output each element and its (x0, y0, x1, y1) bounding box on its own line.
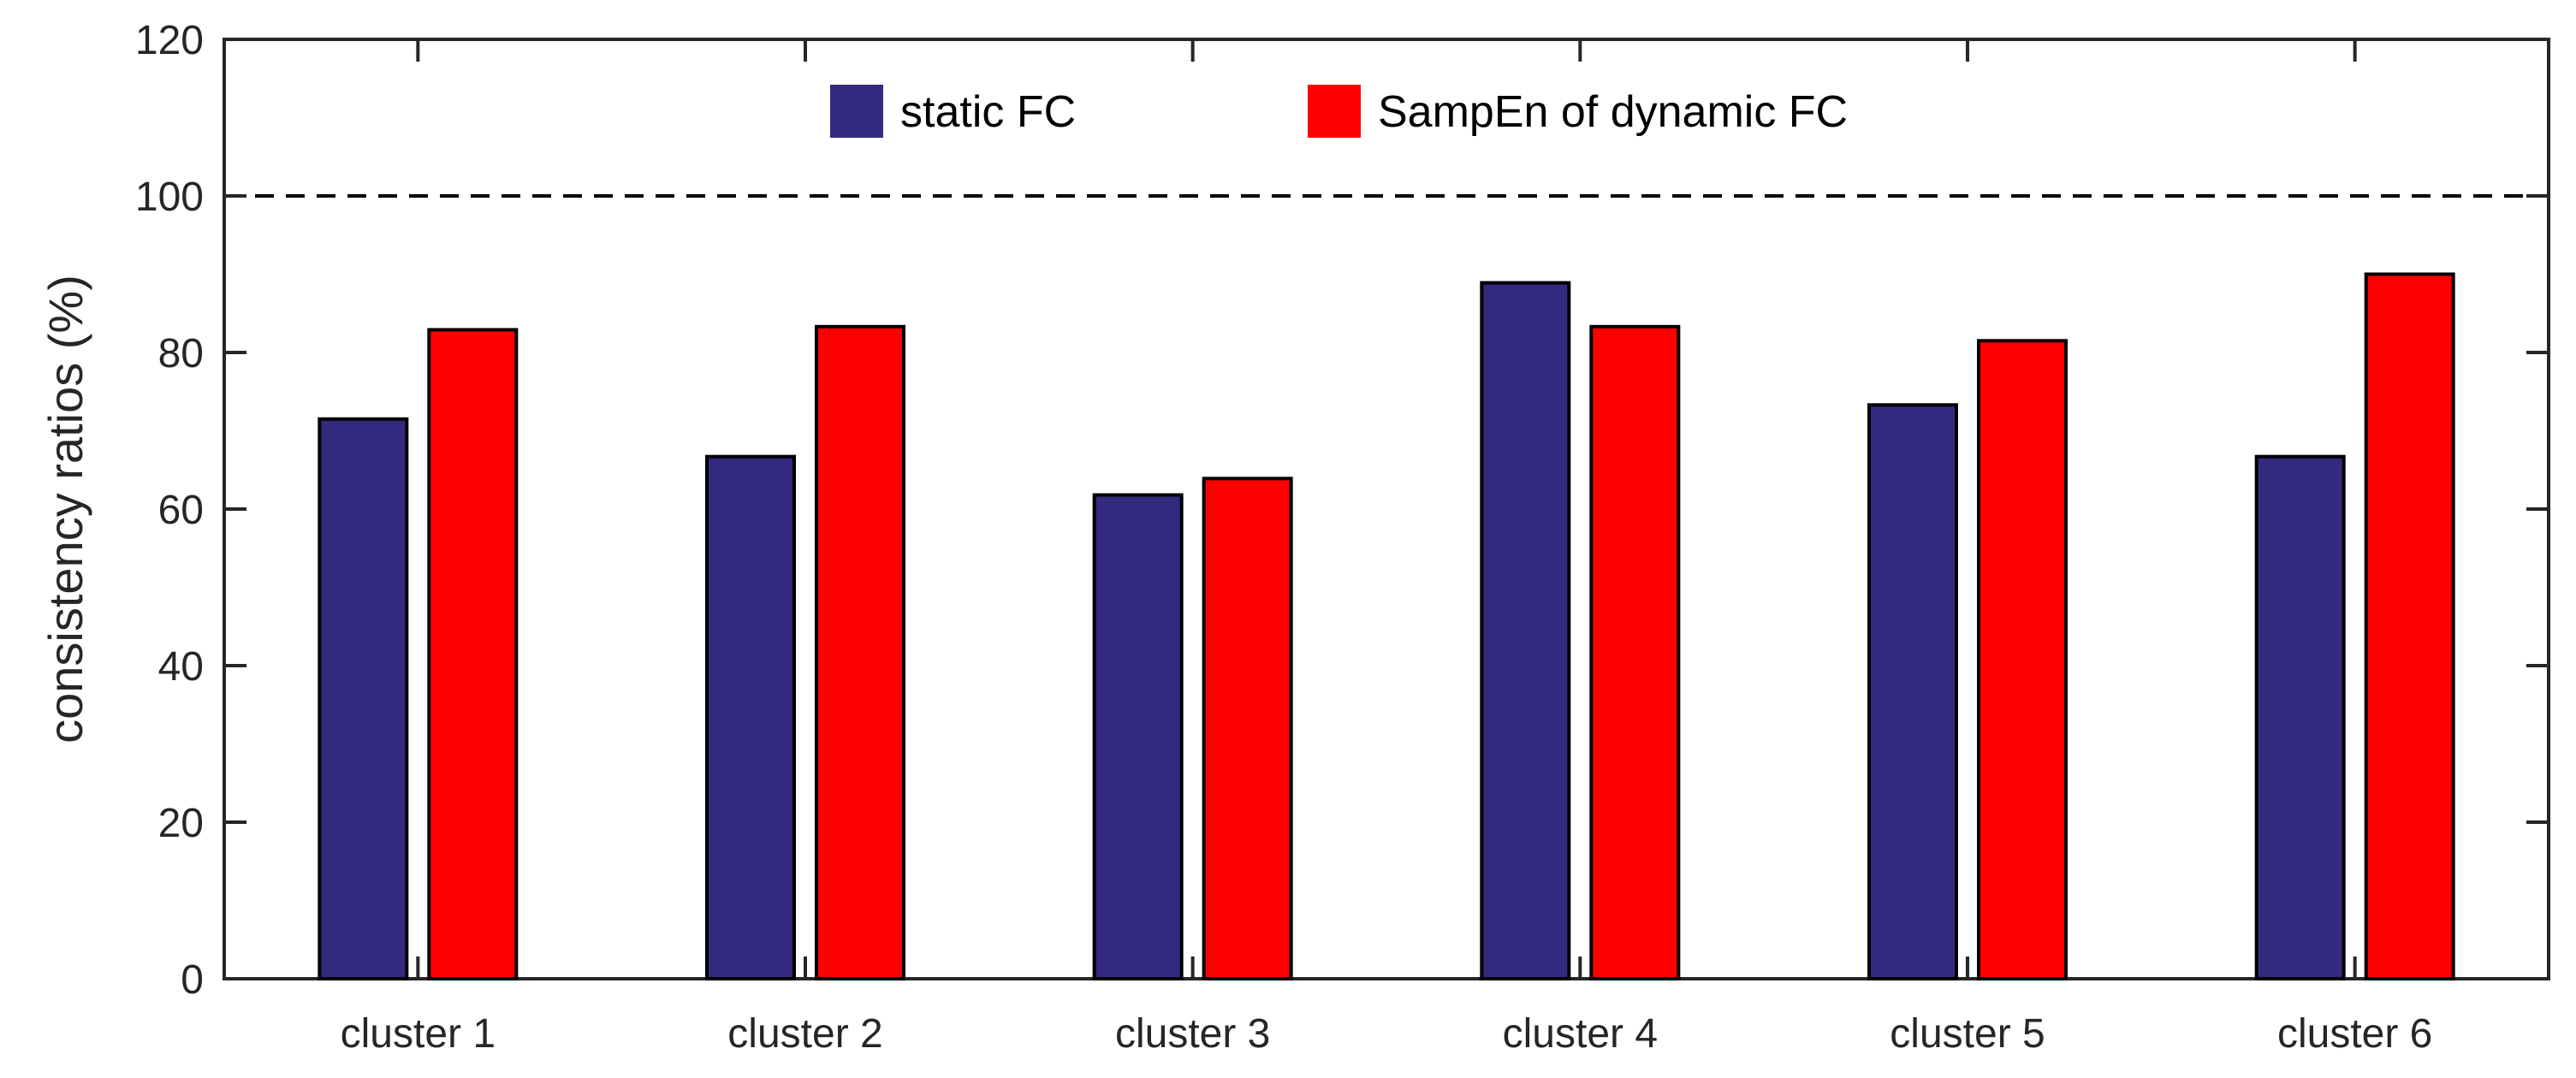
bar-sampen-dynamic-fc (1202, 477, 1293, 980)
x-tick-label: cluster 4 (1503, 1011, 1658, 1057)
y-axis-title: consistency ratios (%) (39, 275, 92, 743)
bar-sampen-dynamic-fc (427, 328, 519, 980)
bar-static-fc (1867, 403, 1958, 980)
legend: static FC SampEn of dynamic FC (830, 85, 1848, 138)
legend-label-sampen-dynamic-fc: SampEn of dynamic FC (1378, 87, 1848, 137)
axes-frame (223, 38, 2550, 980)
bar-sampen-dynamic-fc (815, 324, 905, 980)
y-tick-label: 20 (158, 801, 204, 846)
y-tick-label: 0 (181, 957, 204, 1003)
bar-static-fc (1480, 281, 1571, 980)
legend-swatch-static-fc (830, 85, 883, 138)
bar-sampen-dynamic-fc (1589, 324, 1681, 980)
bar-sampen-dynamic-fc (1977, 339, 2068, 980)
bar-static-fc (1092, 493, 1184, 980)
x-tick-label: cluster 1 (341, 1011, 496, 1057)
y-tick-label: 120 (135, 18, 204, 63)
y-tick-label: 40 (158, 644, 204, 690)
bar-static-fc (2254, 454, 2346, 980)
plot-area: 0 20 40 60 80 100 120 cluster 1 cluster 2 cluster… (135, 18, 2550, 1057)
legend-label-static-fc: static FC (900, 87, 1076, 137)
y-tick-label: 80 (158, 331, 204, 376)
y-tick-label: 100 (135, 175, 204, 220)
bar-static-fc (705, 454, 796, 980)
bar-static-fc (318, 417, 409, 980)
x-tick-label: cluster 3 (1115, 1011, 1270, 1057)
x-tick-label: cluster 2 (727, 1011, 882, 1057)
x-tick-label: cluster 6 (2277, 1011, 2432, 1057)
bar-sampen-dynamic-fc (2364, 272, 2455, 980)
legend-swatch-sampen-dynamic-fc (1308, 85, 1361, 138)
x-tick-label: cluster 5 (1890, 1011, 2045, 1057)
y-tick-label: 60 (158, 488, 204, 533)
